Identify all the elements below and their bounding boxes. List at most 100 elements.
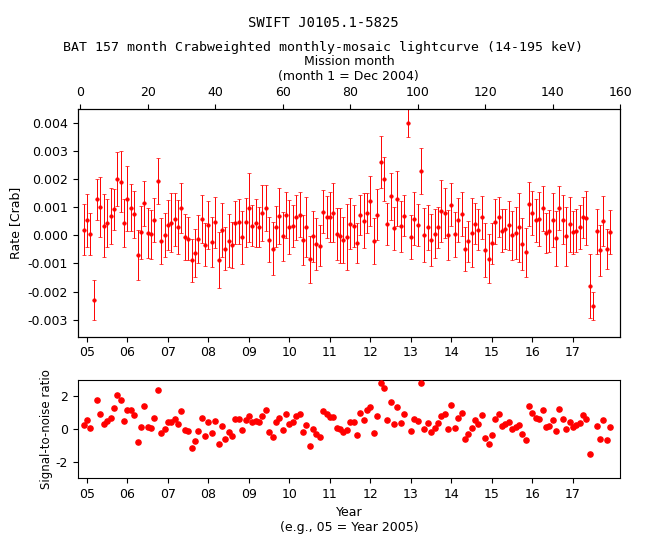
Point [605,422,615,431]
Point [99,420,109,428]
Point [541,423,551,432]
Point [345,417,355,426]
Point [527,408,537,417]
Point [244,412,254,420]
Point [149,413,160,422]
Point [500,419,510,428]
Point [490,415,501,424]
Point [271,418,281,426]
Point [483,440,494,449]
Point [369,428,379,437]
Point [251,416,261,425]
Point [460,435,470,444]
Point [166,418,176,426]
Point [203,418,214,426]
Point [224,428,234,437]
Point [318,407,328,415]
Point [213,439,224,448]
Point [430,424,440,432]
Point [207,429,217,438]
Point [257,412,267,420]
Point [534,415,545,424]
Point [143,423,153,432]
Point [163,418,173,427]
Point [466,424,477,432]
Point [116,396,126,405]
Point [548,415,558,424]
Point [585,450,595,459]
Point [362,406,372,415]
Point [571,421,581,430]
Point [588,506,598,515]
Point [152,386,163,395]
Y-axis label: Signal-to-noise ratio: Signal-to-noise ratio [39,369,52,489]
Point [517,430,528,439]
Point [568,422,578,431]
Point [160,425,170,433]
Point [126,406,136,414]
Point [295,410,305,419]
Point [348,418,359,426]
Point [456,409,466,418]
Point [486,431,497,440]
Point [392,403,402,412]
Point [193,427,203,436]
Point [402,294,413,303]
Point [247,417,258,426]
Point [375,378,386,387]
Point [382,416,393,425]
Point [234,415,244,424]
Point [504,418,514,427]
Point [551,426,561,435]
Point [196,414,207,422]
Point [210,416,220,425]
Point [109,404,119,413]
Point [537,406,548,414]
Point [578,411,589,419]
Point [122,406,132,415]
Point [200,432,210,440]
Point [352,431,362,440]
Point [601,435,612,444]
Point [342,426,352,434]
Point [419,424,430,433]
Point [173,420,183,428]
Point [132,438,143,446]
Point [565,418,575,427]
Point [389,420,399,428]
Point [386,397,396,406]
Point [399,409,410,418]
Point [284,420,295,428]
Point [574,419,585,427]
Point [240,416,251,425]
Point [78,421,89,430]
Point [308,425,318,434]
Point [335,425,345,433]
X-axis label: Mission month
(month 1 = Dec 2004): Mission month (month 1 = Dec 2004) [278,55,419,83]
Point [530,413,541,422]
Point [426,427,436,436]
Point [85,424,96,432]
Point [217,421,227,430]
Point [260,406,271,414]
Point [510,423,521,432]
Point [89,478,99,487]
Point [139,401,149,410]
Point [598,415,609,424]
Point [439,410,450,419]
Point [480,433,490,442]
Point [365,402,375,411]
Point [554,405,565,413]
Point [422,419,433,427]
Point [339,428,349,437]
Point [409,414,419,423]
Point [278,425,288,434]
Point [497,421,507,430]
Point [507,425,517,433]
Point [436,412,446,421]
Point [105,413,116,422]
Point [416,378,426,387]
Point [463,430,474,438]
Point [237,426,247,434]
Point [355,408,366,417]
